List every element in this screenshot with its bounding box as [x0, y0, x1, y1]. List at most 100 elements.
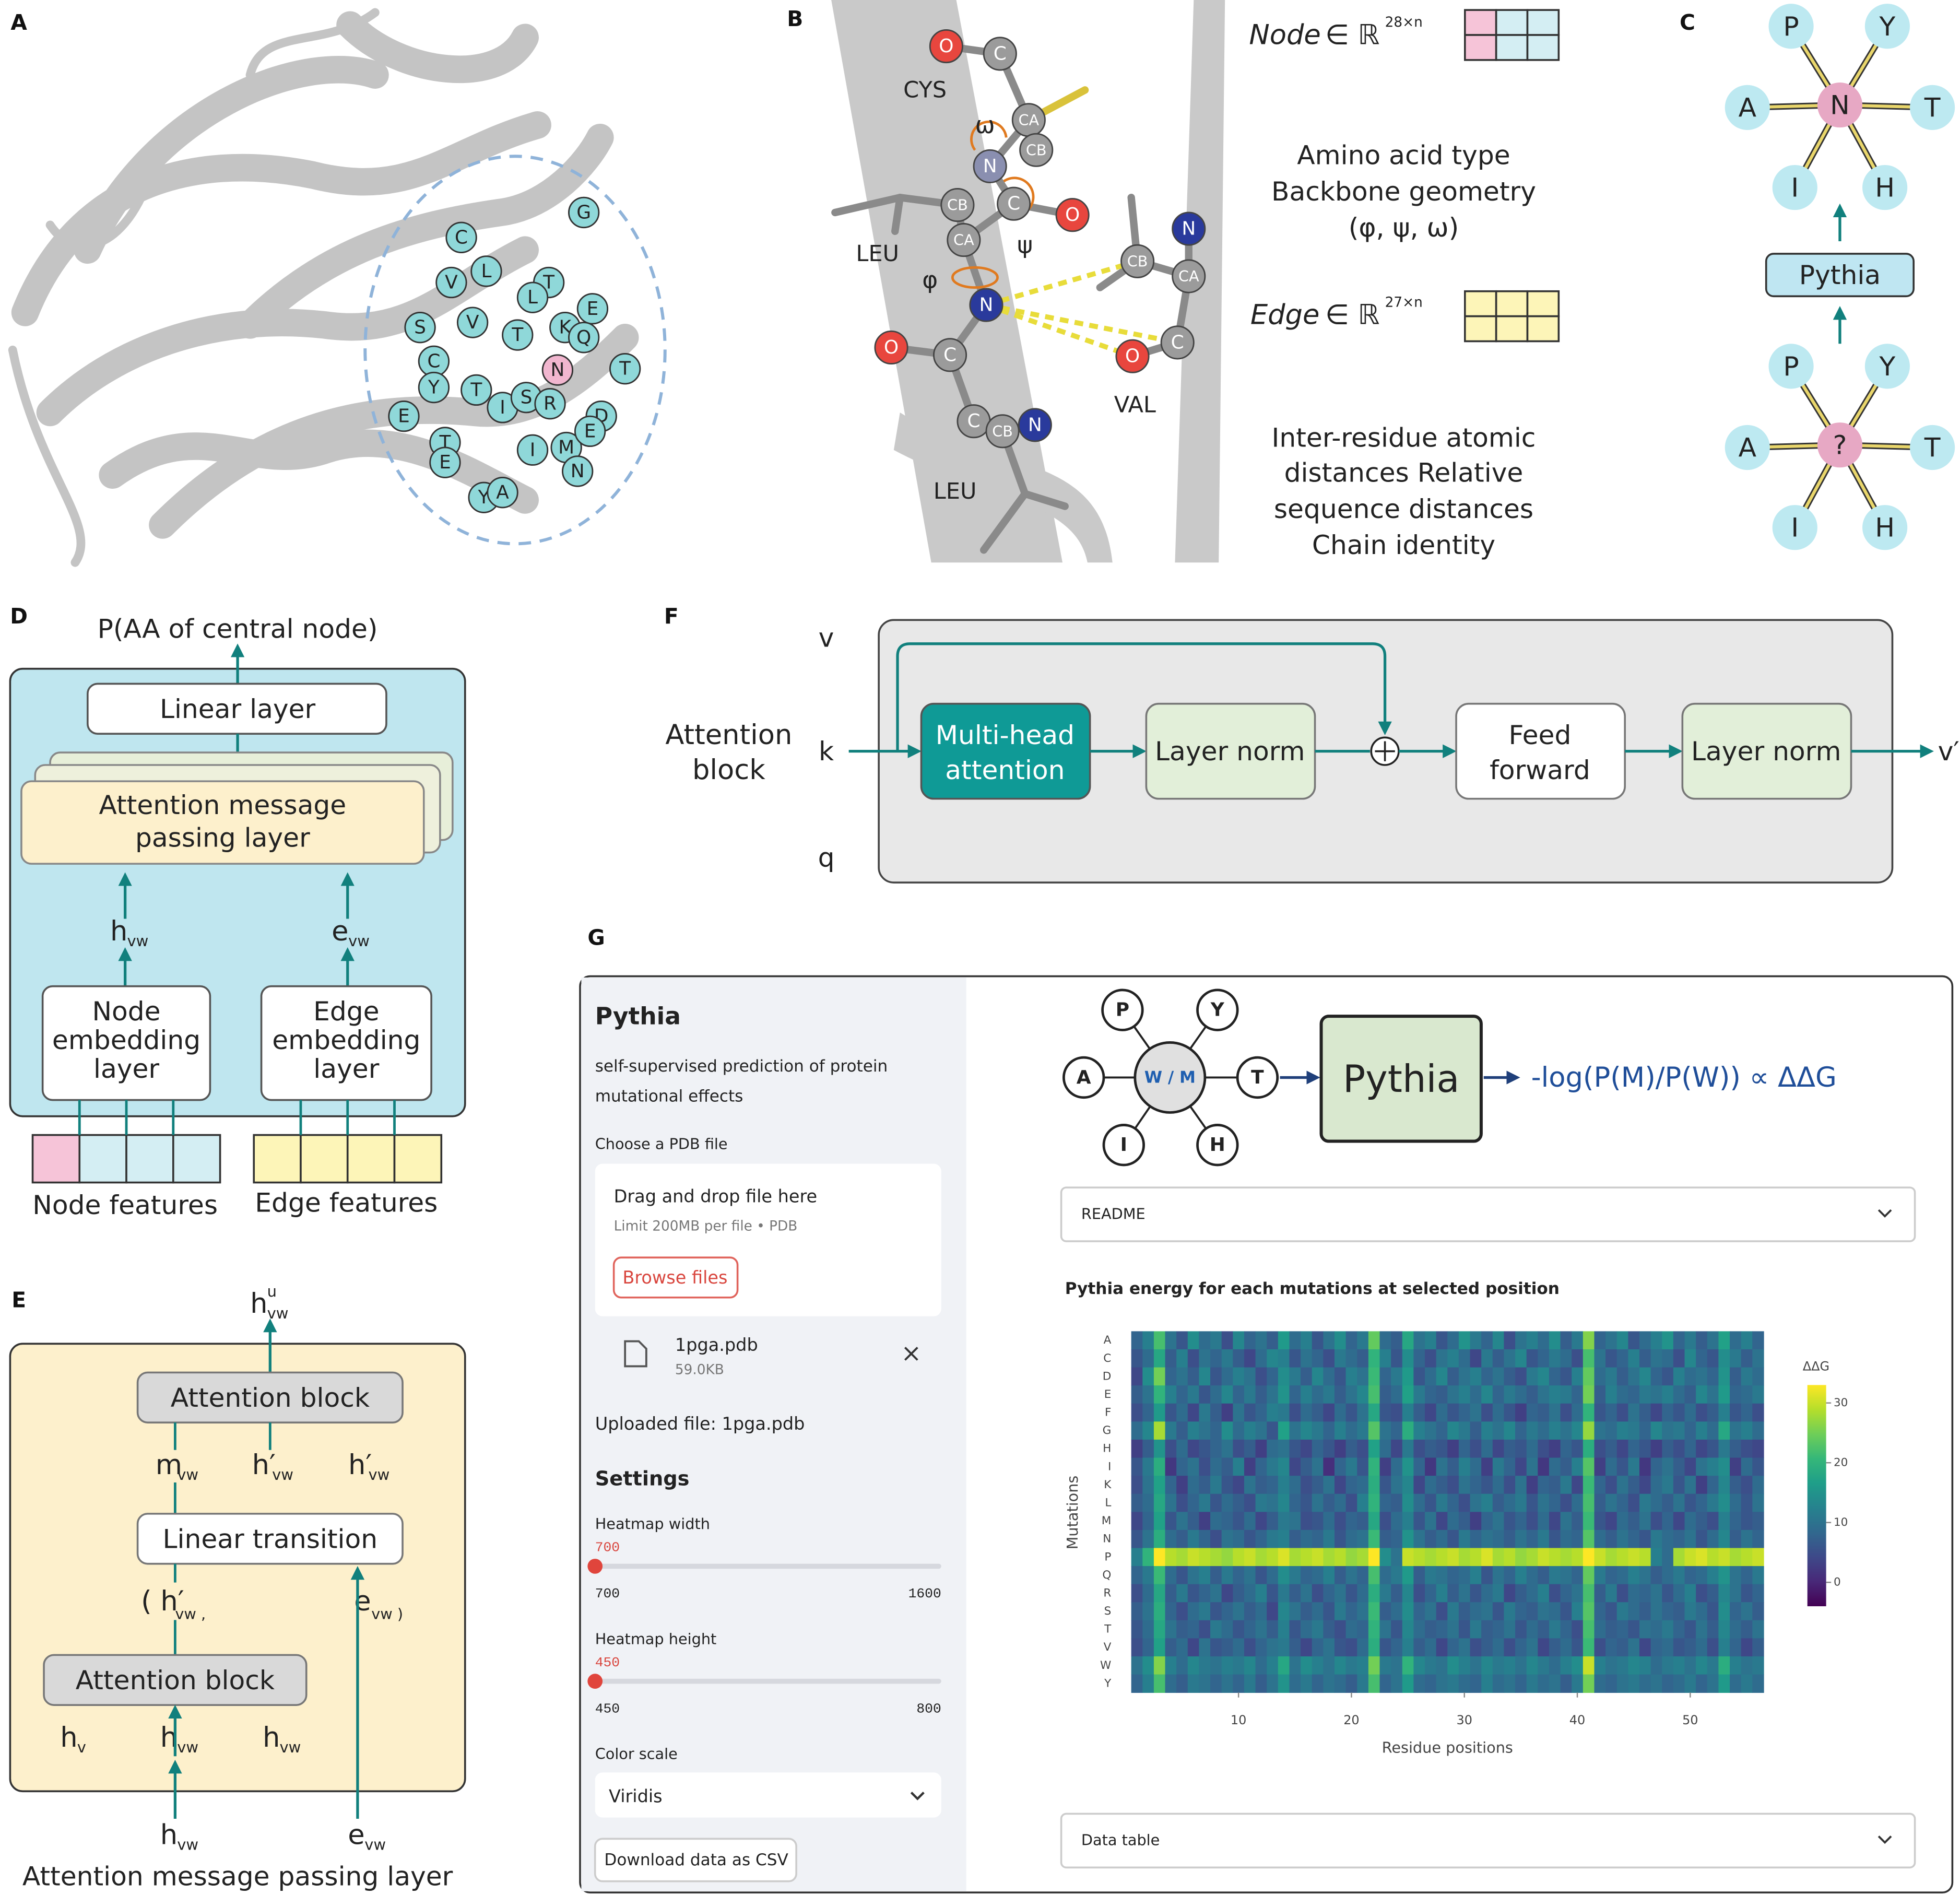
chevron [1878, 1209, 1892, 1218]
expander-label[interactable]: Data table [1081, 1831, 1160, 1849]
feature-cell [1463, 315, 1497, 343]
heatmap-cell [1368, 1529, 1380, 1549]
heatmap-cell [1153, 1602, 1166, 1621]
heatmap-cell [1210, 1403, 1222, 1422]
heatmap-cell [1515, 1349, 1527, 1368]
external-symbol-sub: vw [177, 1836, 198, 1854]
atom [1019, 133, 1054, 167]
heatmap-cell [1741, 1331, 1753, 1350]
heatmap-cell [1379, 1331, 1391, 1350]
heatmap-cell [1187, 1512, 1200, 1531]
edge-embedding-symbol: e [332, 915, 348, 947]
heatmap-cell [1752, 1584, 1764, 1603]
heatmap-cell [1199, 1584, 1211, 1603]
heatmap-cell [1312, 1548, 1324, 1567]
heatmap-cell [1244, 1367, 1256, 1386]
graph-node-label: Y [1879, 11, 1896, 42]
heatmap-cell [1526, 1566, 1539, 1585]
residue-name: CYS [903, 77, 947, 103]
heatmap-cell [1684, 1674, 1696, 1693]
heatmap-cell [1187, 1476, 1200, 1494]
heatmap-cell [1165, 1656, 1177, 1675]
heatmap-cell [1221, 1331, 1234, 1350]
heatmap-cell [1334, 1331, 1347, 1350]
app-description: mutational effects [595, 1087, 743, 1105]
heatmap-cell [1301, 1493, 1313, 1513]
heatmap-cell [1413, 1548, 1425, 1567]
heatmap-cell [1402, 1349, 1414, 1368]
heatmap-cell [1572, 1457, 1584, 1476]
heatmap-cell [1707, 1512, 1719, 1531]
heatmap-cell [1673, 1548, 1685, 1567]
heatmap-cell [1345, 1421, 1357, 1440]
heatmap-cell [1605, 1403, 1617, 1422]
graph-node-label: Y [1210, 999, 1225, 1021]
heatmap-cell [1233, 1331, 1245, 1350]
heatmap-cell [1594, 1638, 1606, 1657]
heatmap-cell [1504, 1421, 1516, 1440]
heatmap-cell [1458, 1439, 1471, 1458]
colorbar-tick-label: 0 [1834, 1576, 1841, 1589]
residue-node [418, 371, 450, 404]
heatmap-cell [1244, 1493, 1256, 1513]
heatmap-cell [1458, 1584, 1471, 1603]
heatmap-cell [1233, 1476, 1245, 1494]
residue-node [516, 281, 549, 313]
heatmap-cell [1741, 1439, 1753, 1458]
slider-knob[interactable] [587, 1559, 603, 1574]
heatmap-cell [1244, 1584, 1256, 1603]
heatmap-cell [1210, 1548, 1222, 1567]
heatmap-cell [1707, 1476, 1719, 1494]
select-value[interactable]: Viridis [609, 1786, 663, 1806]
slider-knob[interactable] [587, 1674, 603, 1689]
heatmap-cell [1334, 1656, 1347, 1675]
edge-description: sequence distances [1274, 493, 1533, 524]
heatmap-cell [1628, 1476, 1640, 1494]
select-box[interactable] [595, 1772, 941, 1818]
heatmap-cell [1323, 1656, 1335, 1675]
residue-node [404, 312, 436, 344]
browse-button-label[interactable]: Browse files [622, 1267, 727, 1288]
heatmap-cell [1549, 1638, 1561, 1657]
y-tick-label: C [1103, 1352, 1111, 1365]
atom-label: CB [1127, 252, 1148, 270]
heatmap-cell [1233, 1602, 1245, 1621]
heatmap-cell [1650, 1421, 1662, 1440]
protein-ribbon [336, 11, 539, 84]
field-label: Choose a PDB file [595, 1135, 728, 1152]
heatmap-cell [1379, 1512, 1391, 1531]
expander[interactable] [1060, 1186, 1916, 1242]
heatmap-cell [1345, 1602, 1357, 1621]
heatmap-cell [1436, 1493, 1448, 1513]
heatmap-cell [1650, 1584, 1662, 1603]
heatmap-cell [1752, 1403, 1764, 1422]
download-button[interactable] [594, 1838, 797, 1882]
heatmap-cell [1142, 1476, 1154, 1494]
heatmap-cell [1153, 1512, 1166, 1531]
remove-file[interactable] [904, 1347, 918, 1361]
heatmap-cell [1402, 1566, 1414, 1585]
heatmap-cell [1707, 1439, 1719, 1458]
browse-button[interactable] [612, 1256, 739, 1299]
heatmap-cell [1696, 1529, 1708, 1549]
heatmap-cell [1572, 1620, 1584, 1639]
input-symbol-sub: v [77, 1738, 86, 1756]
heatmap-cell [1616, 1529, 1629, 1549]
heatmap-cell [1255, 1548, 1267, 1567]
heatmap-cell [1413, 1656, 1425, 1675]
x-tick-label: 10 [1231, 1713, 1246, 1727]
heatmap-cell [1425, 1331, 1437, 1350]
atom-label: O [1125, 346, 1140, 367]
expander-label[interactable]: README [1081, 1205, 1146, 1222]
heatmap-cell [1199, 1638, 1211, 1657]
heatmap-cell [1323, 1493, 1335, 1513]
download-label[interactable]: Download data as CSV [604, 1851, 788, 1869]
expander[interactable] [1060, 1812, 1916, 1869]
heatmap-cell [1289, 1457, 1301, 1476]
heatmap-cell [1278, 1638, 1290, 1657]
heatmap-cell [1560, 1584, 1572, 1603]
heatmap-cell [1684, 1548, 1696, 1567]
heatmap-cell [1560, 1656, 1572, 1675]
heatmap-cell [1526, 1548, 1539, 1567]
residue-node [487, 476, 518, 509]
